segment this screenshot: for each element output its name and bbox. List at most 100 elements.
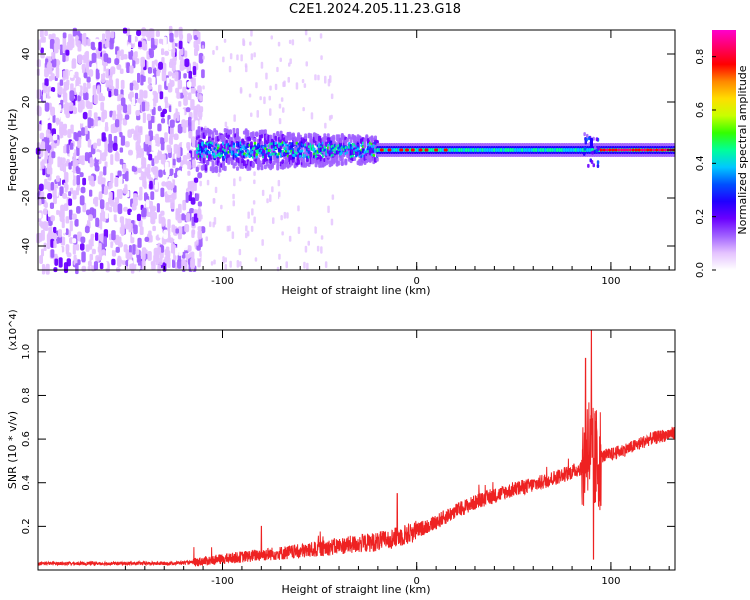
spectrogram-cell: [309, 97, 312, 105]
spectrogram-cell: [138, 41, 143, 48]
spectrogram-cell: [137, 237, 142, 248]
spectrogram-cell: [145, 199, 150, 208]
spectrogram-cell: [83, 82, 87, 94]
spectrogram-cell: [173, 172, 177, 179]
spectrogram-cell: [59, 186, 64, 197]
spectrogram-cell: [50, 87, 56, 93]
spectrogram-cell: [82, 111, 88, 120]
spectrogram-cell: [261, 189, 265, 197]
spectrogram-cell: [46, 242, 51, 250]
spectrogram-cell: [82, 63, 86, 74]
spectrogram-cell: [326, 48, 329, 53]
snr-y-multiplier: (x10^4): [8, 309, 19, 350]
spectrogram-cell: [276, 266, 280, 272]
spectrogram-cell: [197, 172, 203, 179]
spectrogram-cell: [154, 38, 159, 46]
spectrogram-cell: [133, 83, 139, 91]
spectrogram-cell: [167, 189, 173, 195]
spectrogram-cell: [243, 181, 247, 187]
spectrogram-cell: [72, 106, 78, 115]
spectrogram-cell: [98, 243, 102, 251]
spectrogram-cell: [104, 161, 108, 168]
spectrogram-cell: [304, 50, 307, 58]
spectrogram-cell: [108, 191, 113, 201]
spectrogram-cell: [297, 205, 300, 212]
spectrogram-cell: [310, 112, 314, 120]
spectrogram-cell: [304, 29, 308, 36]
spectrogram-cell: [217, 144, 220, 148]
spectrogram-cell: [110, 31, 115, 39]
spectrogram-cell: [178, 101, 182, 107]
spectrogram-cell: [246, 230, 250, 237]
spectrogram-cell: [59, 79, 64, 86]
spectrogram-cell: [139, 126, 143, 136]
spectrogram-cell: [424, 148, 429, 152]
spectrogram-cell: [410, 148, 415, 152]
spectrogram-cell: [222, 256, 225, 264]
spectrogram-cell: [586, 133, 589, 138]
spectrogram-cell: [239, 238, 242, 243]
spectrogram-cell: [65, 50, 70, 56]
spectrogram-cell: [81, 265, 87, 273]
spectrogram-cell: [91, 248, 96, 255]
spectrogram-cell: [595, 148, 598, 153]
spectrogram-cell: [158, 232, 163, 238]
spectrogram-cell: [311, 144, 314, 148]
spectrogram-cell: [88, 109, 92, 118]
spectrogram-cell: [54, 258, 59, 266]
spectrogram-cell: [171, 102, 176, 114]
spectrogram-cell: [192, 136, 196, 148]
spectrogram-y-tick-label: 40: [21, 48, 32, 61]
spectrogram-cell: [280, 215, 283, 221]
spectrogram-cell: [164, 96, 168, 103]
spectrogram-cell: [109, 39, 114, 50]
spectrogram-cell: [246, 48, 249, 54]
spectrogram-cell: [260, 165, 264, 171]
spectrogram-cell: [628, 148, 632, 152]
spectrogram-cell: [183, 125, 187, 134]
spectrogram-cell: [117, 222, 121, 228]
spectrogram-cell: [110, 154, 114, 165]
spectrogram-cell: [114, 177, 119, 187]
spectrogram-cell: [81, 155, 85, 166]
spectrogram-cell: [331, 70, 334, 77]
spectrogram-cell: [169, 119, 175, 128]
spectrogram-cell: [82, 216, 88, 226]
spectrogram-cell: [504, 148, 508, 152]
spectrogram-cell: [149, 94, 154, 100]
spectrogram-cell: [303, 261, 306, 269]
spectrogram-cell: [239, 108, 243, 115]
spectrogram-cell: [250, 53, 254, 60]
spectrogram-cell: [649, 148, 653, 152]
spectrogram-cell: [182, 155, 188, 166]
spectrogram-cell: [95, 217, 100, 228]
spectrogram-cell: [151, 205, 157, 212]
spectrogram-cell: [57, 104, 62, 111]
snr-plot-area: [38, 330, 675, 570]
spectrogram-cell: [631, 148, 635, 152]
spectrogram-cell: [254, 257, 258, 262]
spectrogram-cell: [383, 148, 387, 152]
spectrogram-cell: [112, 142, 118, 152]
spectrogram-cell: [150, 37, 155, 49]
spectrogram-cell: [144, 236, 150, 242]
spectrogram-cell: [271, 91, 275, 99]
spectrogram-cell: [117, 203, 123, 215]
spectrogram-cell: [174, 71, 179, 82]
spectrogram-cell: [199, 93, 202, 99]
spectrogram-cell: [132, 244, 136, 255]
spectrogram-cell: [239, 261, 242, 267]
spectrogram-cell: [110, 199, 114, 207]
spectrogram-cell: [93, 142, 98, 149]
colorbar-gradient: [712, 30, 736, 270]
spectrogram-cell: [183, 73, 187, 79]
spectrogram-cell: [284, 247, 288, 252]
spectrogram-cell: [467, 148, 471, 152]
spectrogram-cell: [152, 225, 156, 232]
spectrogram-cell: [44, 221, 49, 231]
spectrogram-cell: [105, 202, 110, 212]
spectrogram-cell: [136, 144, 142, 155]
spectrogram-cell: [141, 210, 146, 218]
spectrogram-cell: [69, 71, 74, 78]
spectrogram-cell: [196, 150, 199, 154]
